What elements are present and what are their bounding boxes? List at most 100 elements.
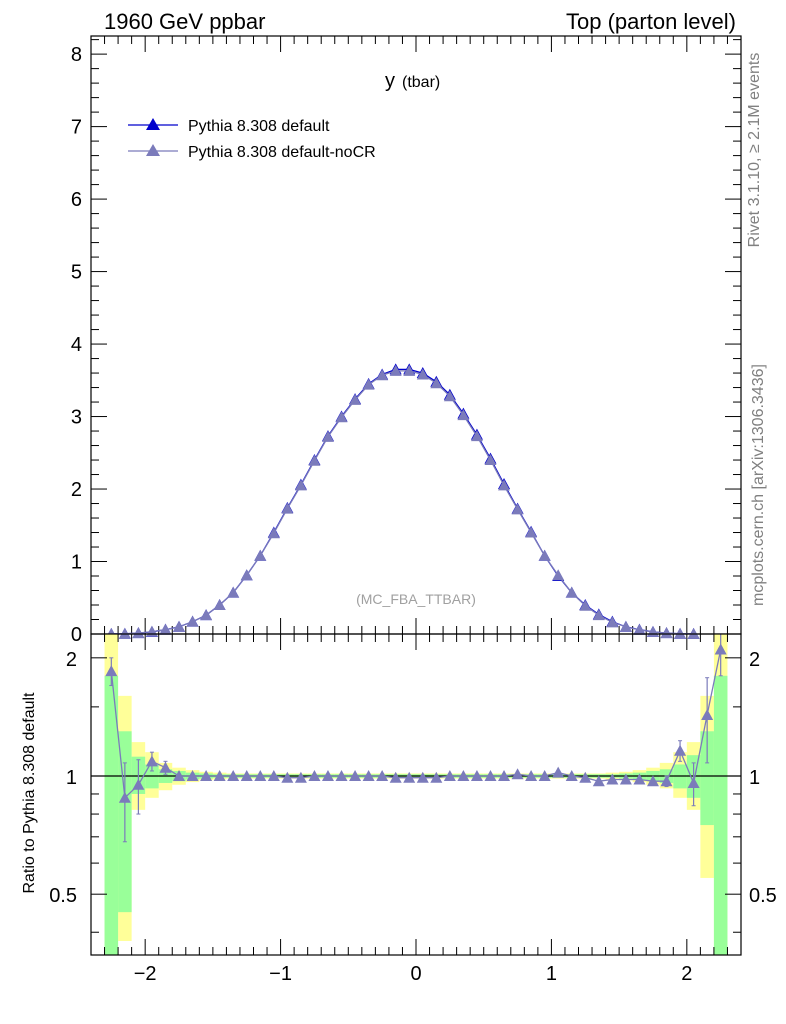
ratio-nocr-point bbox=[308, 770, 321, 782]
nocr-series-point bbox=[633, 623, 646, 635]
nocr-series-point bbox=[240, 569, 253, 581]
legend-nocr-marker bbox=[146, 144, 160, 156]
ratio-nocr-point bbox=[186, 770, 199, 782]
nocr-series-point bbox=[349, 393, 362, 405]
ratio-nocr-point bbox=[200, 770, 213, 782]
ratio-nocr-point bbox=[281, 771, 294, 783]
nocr-series-point bbox=[660, 627, 673, 639]
nocr-series-point bbox=[565, 586, 578, 598]
ratio-nocr-point bbox=[687, 776, 700, 788]
ratio-nocr-point bbox=[227, 770, 240, 782]
ratio-nocr-point bbox=[403, 771, 416, 783]
rivet-label: Rivet 3.1.10, ≥ 2.1M events bbox=[746, 53, 763, 248]
ratio-nocr-point bbox=[619, 773, 632, 785]
ratio-nocr-point bbox=[335, 770, 348, 782]
nocr-series-point bbox=[525, 526, 538, 538]
ratio-ytick-label: 0.5 bbox=[49, 885, 77, 907]
nocr-series-point bbox=[335, 411, 348, 423]
main-ytick-label: 8 bbox=[71, 44, 82, 66]
ratio-nocr-point bbox=[213, 770, 226, 782]
collider-energy-label: 1960 GeV ppbar bbox=[104, 9, 265, 34]
ratio-nocr-point bbox=[416, 771, 429, 783]
main-ytick-label: 0 bbox=[71, 624, 82, 646]
ratio-band-inner bbox=[700, 731, 714, 826]
nocr-series-point bbox=[173, 620, 186, 632]
process-label: Top (parton level) bbox=[566, 9, 736, 34]
ratio-nocr-point bbox=[633, 773, 646, 785]
main-ytick-label: 5 bbox=[71, 262, 82, 284]
ratio-nocr-point bbox=[118, 791, 131, 803]
nocr-series-point bbox=[389, 364, 402, 376]
ratio-y-axis-label: Ratio to Pythia 8.308 default bbox=[21, 692, 38, 894]
nocr-series-point bbox=[538, 549, 551, 561]
ratio-band-inner bbox=[713, 675, 728, 955]
analysis-watermark: (MC_FBA_TTBAR) bbox=[356, 591, 476, 607]
legend-default-marker bbox=[146, 118, 160, 130]
ratio-nocr-point bbox=[525, 770, 538, 782]
nocr-series-point bbox=[470, 430, 483, 442]
ratio-nocr-point bbox=[349, 770, 362, 782]
ratio-frame bbox=[90, 633, 742, 956]
ratio-nocr-point bbox=[701, 709, 714, 721]
ratio-ytick-label: 1 bbox=[66, 767, 77, 789]
ratio-nocr-point bbox=[646, 775, 659, 787]
ratio-nocr-point bbox=[606, 773, 619, 785]
ratio-nocr-point bbox=[552, 766, 565, 778]
ratio-nocr-point bbox=[294, 771, 307, 783]
ratio-nocr-point bbox=[498, 770, 511, 782]
ratio-nocr-point bbox=[579, 771, 592, 783]
ratio-xtick-label: 1 bbox=[546, 963, 557, 985]
nocr-series-point bbox=[606, 616, 619, 628]
ratio-nocr-point bbox=[565, 770, 578, 782]
ratio-nocr-point bbox=[511, 768, 524, 780]
ratio-nocr-point bbox=[457, 770, 470, 782]
ratio-nocr-point bbox=[470, 770, 483, 782]
plot-title-sub: (tbar) bbox=[402, 74, 440, 91]
main-ytick-label: 4 bbox=[71, 334, 82, 356]
mcplots-label: mcplots.cern.ch [arXiv:1306.3436] bbox=[750, 364, 767, 606]
ratio-nocr-point bbox=[484, 770, 497, 782]
nocr-series-point bbox=[443, 390, 456, 402]
nocr-series-point bbox=[213, 599, 226, 611]
ratio-nocr-point bbox=[592, 775, 605, 787]
ratio-nocr-point bbox=[389, 771, 402, 783]
nocr-series-point bbox=[294, 479, 307, 491]
ratio-xtick-label: 0 bbox=[410, 963, 421, 985]
nocr-series-point bbox=[159, 623, 172, 635]
nocr-series-point bbox=[132, 627, 145, 639]
ratio-nocr-point bbox=[159, 761, 172, 773]
nocr-series-point bbox=[200, 609, 213, 621]
ratio-nocr-point bbox=[321, 770, 334, 782]
legend: Pythia 8.308 default Pythia 8.308 defaul… bbox=[128, 118, 376, 161]
nocr-series-point bbox=[376, 369, 389, 381]
nocr-series-point bbox=[416, 368, 429, 380]
nocr-series-point bbox=[403, 364, 416, 376]
ratio-nocr-point bbox=[443, 770, 456, 782]
ratio-nocr-point bbox=[674, 744, 687, 756]
nocr-series-point bbox=[579, 599, 592, 611]
ratio-panel: 0.5 0.5 1 1 2 2 −2 −1 0 1 2 bbox=[49, 633, 777, 985]
ratio-ytick-label-right: 1 bbox=[749, 767, 760, 789]
ratio-nocr-point bbox=[376, 770, 389, 782]
ratio-xtick-label: 2 bbox=[681, 963, 692, 985]
ratio-nocr-point bbox=[240, 770, 253, 782]
ratio-ytick-label-right: 2 bbox=[749, 649, 760, 671]
main-ytick-label: 3 bbox=[71, 407, 82, 429]
nocr-series-point bbox=[619, 620, 632, 632]
ratio-nocr-point bbox=[105, 665, 118, 677]
ratio-ytick-label-right: 0.5 bbox=[749, 885, 777, 907]
nocr-series-point bbox=[227, 586, 240, 598]
ratio-nocr-point bbox=[267, 770, 280, 782]
nocr-series-point bbox=[321, 430, 334, 442]
main-ytick-label: 7 bbox=[71, 117, 82, 139]
ratio-nocr-point bbox=[660, 775, 673, 787]
nocr-series-point bbox=[118, 627, 131, 639]
nocr-series-point bbox=[430, 377, 443, 389]
ratio-nocr-point bbox=[362, 770, 375, 782]
ratio-xtick-label: −1 bbox=[269, 963, 292, 985]
ratio-nocr-point bbox=[714, 643, 727, 655]
nocr-series-point bbox=[484, 454, 497, 466]
ratio-nocr-point bbox=[132, 778, 145, 790]
nocr-series-point bbox=[267, 527, 280, 539]
